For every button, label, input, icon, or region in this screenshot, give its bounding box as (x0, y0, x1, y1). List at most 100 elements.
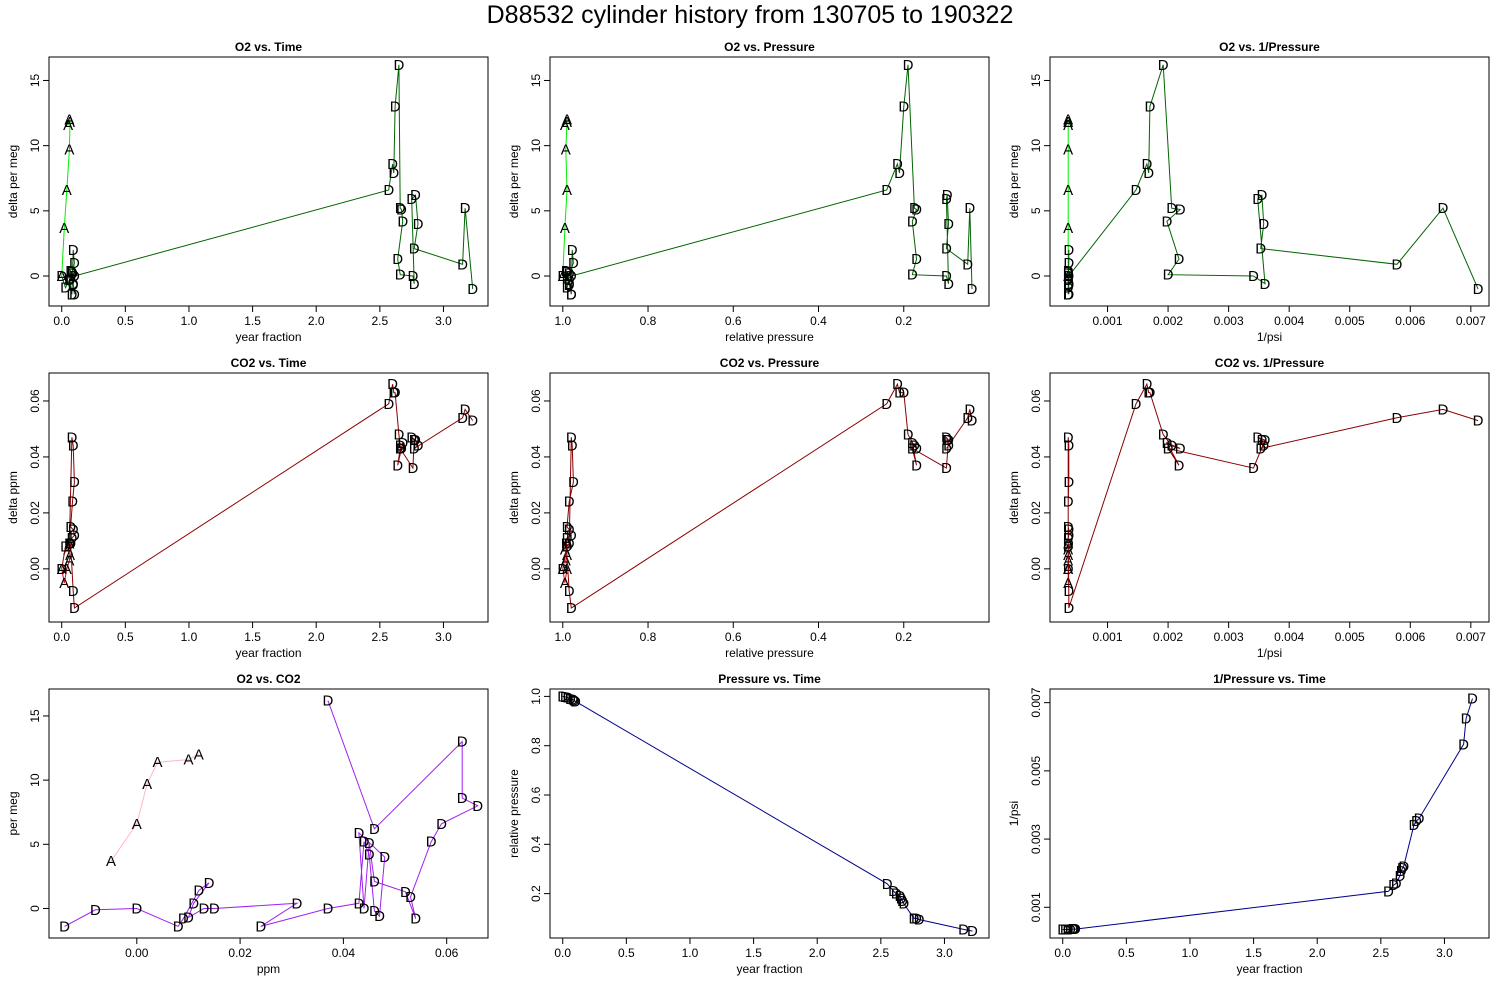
data-point-marker: D (68, 276, 79, 293)
x-tick-label: 2.5 (1372, 946, 1389, 960)
data-point-marker: D (1063, 438, 1074, 455)
data-point-marker: D (395, 438, 406, 455)
data-point-marker: D (1063, 474, 1074, 491)
data-point-marker: D (1063, 494, 1074, 511)
y-tick-label: 0.02 (529, 501, 543, 525)
y-tick-label: 0 (28, 905, 42, 912)
data-point-marker: A (106, 853, 116, 870)
data-point-marker: A (1063, 117, 1073, 134)
data-point-marker: D (903, 57, 914, 74)
data-point-marker: D (69, 286, 80, 303)
data-point-marker: A (65, 114, 75, 131)
data-point-marker: D (65, 263, 76, 280)
series-line-D (1067, 382, 1479, 609)
data-point-marker: D (255, 918, 266, 935)
data-point-marker: A (560, 117, 570, 134)
data-point-marker: D (562, 264, 573, 281)
data-point-marker: D (911, 457, 922, 474)
data-point-marker: A (560, 220, 570, 237)
data-point-marker: D (561, 263, 572, 280)
series-line-D (562, 695, 973, 932)
data-point-marker: D (1166, 200, 1177, 217)
data-point-marker: D (457, 734, 468, 751)
data-point-marker: D (882, 876, 893, 893)
data-point-marker: D (565, 691, 576, 708)
y-tick-label: 5 (1029, 207, 1043, 214)
data-point-marker: D (962, 256, 973, 273)
x-tick-label: 2.0 (809, 946, 826, 960)
data-point-marker: D (1063, 277, 1074, 294)
data-point-marker: A (560, 541, 570, 558)
data-point-marker: D (897, 893, 908, 910)
data-point-marker: D (1161, 435, 1172, 452)
x-axis-label: 1/psi (1257, 330, 1282, 344)
data-point-marker: D (941, 429, 952, 446)
data-point-marker: D (967, 413, 978, 430)
data-point-marker: A (558, 561, 568, 578)
x-tick-label: 0.005 (1335, 314, 1365, 328)
data-point-marker: D (1063, 530, 1074, 547)
data-point-marker: D (898, 99, 909, 116)
data-point-marker: D (1255, 241, 1266, 258)
panel-co2-vs-inverse-pressure: CO2 vs. 1/Pressure 0.001 0.002 0.003 0.004 0.… (1007, 356, 1490, 660)
data-point-marker: D (909, 910, 920, 927)
data-point-marker: D (457, 790, 468, 807)
data-point-marker: D (898, 895, 909, 912)
data-point-marker: D (69, 255, 80, 272)
series-line-A (562, 119, 568, 277)
data-point-marker: D (564, 276, 575, 293)
plot-frame (549, 372, 990, 623)
data-point-marker: D (1131, 182, 1142, 199)
series-line-D (61, 64, 474, 295)
x-tick-label: 0.001 (1093, 314, 1123, 328)
data-point-marker: A (59, 220, 69, 237)
x-tick-label: 0.006 (1395, 314, 1425, 328)
plot-frame (48, 688, 489, 939)
data-point-marker: A (62, 182, 72, 199)
x-tick-label: 3.0 (1436, 946, 1453, 960)
data-point-marker: D (1069, 921, 1080, 938)
data-point-marker: D (1258, 438, 1269, 455)
data-point-marker: D (1063, 536, 1074, 553)
data-point-marker: D (1166, 438, 1177, 455)
data-point-marker: D (941, 241, 952, 258)
y-tick-label: 0.6 (529, 786, 543, 803)
data-point-marker: D (410, 911, 421, 928)
data-point-marker: A (1063, 182, 1073, 199)
data-point-marker: D (66, 286, 77, 303)
x-tick-label: 0.002 (1153, 630, 1183, 644)
data-point-marker: D (1392, 256, 1403, 273)
data-point-marker: A (59, 575, 69, 592)
data-point-marker: D (903, 427, 914, 444)
x-tick-label: 0.001 (1093, 630, 1123, 644)
data-point-marker: D (359, 834, 370, 851)
data-point-marker: D (1260, 432, 1271, 449)
data-point-marker: D (383, 396, 394, 413)
data-point-marker: D (567, 242, 578, 259)
data-point-marker: A (64, 552, 74, 569)
data-point-marker: D (1396, 863, 1407, 880)
y-tick-label: 10 (1029, 139, 1043, 153)
data-point-marker: D (1473, 413, 1484, 430)
data-point-marker: D (562, 538, 573, 555)
data-point-marker: D (188, 895, 199, 912)
data-point-marker: D (1143, 385, 1154, 402)
data-point-marker: D (60, 538, 71, 555)
y-tick-label: 0.06 (1029, 389, 1043, 413)
data-point-marker: D (1143, 165, 1154, 182)
x-axis-label: year fraction (235, 330, 301, 344)
x-tick-label: 0.4 (810, 630, 827, 644)
data-point-marker: D (397, 435, 408, 452)
y-axis-label: delta ppm (507, 471, 521, 524)
y-tick-label: 0.06 (529, 389, 543, 413)
data-point-marker: D (564, 277, 575, 294)
x-tick-label: 0.007 (1456, 630, 1486, 644)
data-point-marker: D (562, 530, 573, 547)
data-point-marker: D (1391, 875, 1402, 892)
y-tick-label: 0.04 (28, 445, 42, 469)
data-point-marker: D (894, 385, 905, 402)
data-point-marker: D (410, 432, 421, 449)
